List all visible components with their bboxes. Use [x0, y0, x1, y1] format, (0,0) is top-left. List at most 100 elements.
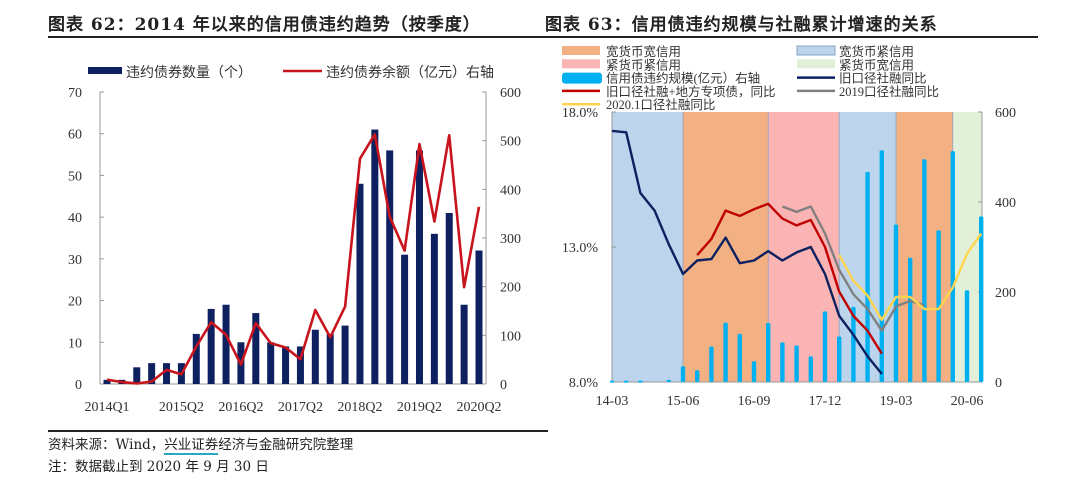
right-y-tick-label: 600 [995, 106, 1016, 121]
legend-label: 宽货币宽信用 [606, 44, 681, 59]
x-tick-label: 2017Q2 [278, 400, 323, 415]
legend-label: 紧货币宽信用 [839, 57, 914, 72]
footer-divider [48, 430, 548, 432]
legend-label: 旧口径社融同比 [839, 71, 927, 86]
legend-swatch [562, 59, 600, 69]
legend-swatch [562, 72, 602, 84]
legend-swatch [797, 59, 835, 69]
data-cutoff-note: 注：数据截止到 2020 年 9 月 30 日 [48, 459, 269, 475]
title-divider [48, 36, 1038, 38]
left-y-tick-label: 0 [75, 378, 82, 393]
bar-default-count [386, 150, 394, 384]
x-tick-label: 15-06 [667, 394, 700, 409]
bar-default-scale [695, 370, 700, 382]
bar-default-scale [737, 333, 742, 382]
line-old-tsf-yoy [611, 129, 883, 375]
right-y-tick-label: 100 [500, 329, 521, 344]
x-tick-label: 19-03 [880, 394, 913, 409]
left-y-tick-label: 70 [68, 86, 82, 101]
legend-label: 旧口径社融+地方专项债，同比 [606, 84, 776, 99]
legend-label: 信用债违约规模(亿元）右轴 [606, 71, 760, 86]
bar-default-count [267, 342, 275, 384]
legend-label: 2020.1口径社融同比 [606, 97, 715, 112]
left-y-tick-label: 60 [68, 128, 82, 143]
legend-label: 宽货币紧信用 [839, 44, 914, 59]
left-y-tick-label: 40 [68, 211, 82, 226]
bar-default-count [252, 313, 260, 384]
bar-default-count [326, 333, 334, 384]
line-old-tsf-plus-special-bonds-yoy [696, 202, 883, 355]
x-tick-label: 2015Q2 [159, 400, 204, 415]
bar-default-scale [624, 380, 629, 383]
legend-swatch [796, 45, 836, 56]
x-tick-label: 20-06 [951, 394, 984, 409]
line-default-amount [106, 133, 481, 385]
left-y-tick-label: 20 [68, 295, 82, 310]
bar-default-count [371, 129, 379, 384]
bar-default-count [148, 363, 156, 384]
x-tick-label: 2016Q2 [218, 400, 263, 415]
right-y-tick-label: 0 [995, 376, 1002, 391]
bar-default-scale [709, 346, 714, 382]
regime-band [612, 112, 683, 382]
line-tsf-2020-yoy [838, 232, 983, 322]
bar-default-scale [908, 257, 913, 382]
bar-default-scale [794, 345, 799, 382]
bar-default-scale [766, 323, 771, 382]
bar-default-scale [837, 336, 842, 382]
bar-default-scale [723, 322, 728, 382]
bar-default-count [282, 346, 290, 384]
right-y-tick-label: 200 [995, 286, 1016, 301]
bar-default-scale [751, 361, 757, 382]
bar-default-count [222, 304, 230, 384]
bar-default-count [311, 329, 319, 384]
bar-default-scale [979, 216, 984, 382]
x-tick-label: 2018Q2 [337, 400, 382, 415]
bar-default-count [430, 233, 438, 384]
bar-default-scale [680, 366, 686, 382]
source-link[interactable]: 兴业证券 [164, 437, 219, 455]
left-y-tick-label: 18.0% [562, 106, 599, 121]
x-tick-label: 17-12 [809, 394, 842, 409]
bar-default-scale [964, 290, 970, 382]
bar-default-count [401, 254, 409, 384]
bar-default-scale [950, 151, 955, 382]
left-y-tick-label: 10 [68, 336, 82, 351]
right-y-tick-label: 200 [500, 281, 521, 296]
bar-default-scale [865, 171, 870, 382]
bar-default-count [341, 325, 349, 384]
source-prefix: 资料来源：Wind， [48, 437, 165, 453]
left-chart-title: 图表 62：2014 年以来的信用债违约趋势（按季度） [48, 15, 481, 35]
bar-default-count [133, 367, 141, 384]
line-tsf-2019-yoy [781, 205, 925, 332]
right-y-tick-label: 400 [995, 196, 1016, 211]
charts-canvas: 0 10 20 30 40 50 60 70 0 100 200 300 400 500 600 2014Q1… [68, 44, 1016, 415]
x-tick-label: 2019Q2 [397, 400, 442, 415]
legend-label: 2019口径社融同比 [839, 84, 939, 99]
bar-default-scale [666, 379, 671, 382]
bar-default-count [163, 363, 171, 384]
left-y-tick-label: 50 [68, 169, 82, 184]
right-y-tick-label: 500 [500, 135, 521, 150]
x-tick-label: 16-09 [738, 394, 771, 409]
bar-default-scale [638, 380, 643, 383]
source-note: 资料来源：Wind，兴业证券经济与金融研究院整理 [48, 433, 354, 455]
x-tick-label: 2014Q1 [84, 400, 129, 415]
source-suffix: 经济与金融研究院整理 [218, 437, 354, 453]
bar-default-scale [822, 311, 828, 382]
legend-swatch-bar [88, 67, 122, 74]
regime-band [768, 112, 840, 382]
right-y-tick-label: 600 [500, 86, 521, 101]
bar-default-count [192, 333, 200, 384]
right-y-tick-label: 0 [500, 378, 507, 393]
right-chart-title: 图表 63：信用债违约规模与社融累计增速的关系 [545, 15, 938, 35]
bar-default-count [356, 183, 364, 384]
legend-swatch [562, 46, 600, 55]
legend-label: 紧货币紧信用 [606, 57, 681, 72]
bar-default-count [296, 346, 304, 384]
right-y-tick-label: 400 [500, 183, 521, 198]
x-tick-label: 14-03 [596, 394, 629, 409]
bar-default-scale [851, 306, 856, 382]
bar-default-count [415, 150, 423, 384]
bar-default-scale [808, 356, 813, 382]
